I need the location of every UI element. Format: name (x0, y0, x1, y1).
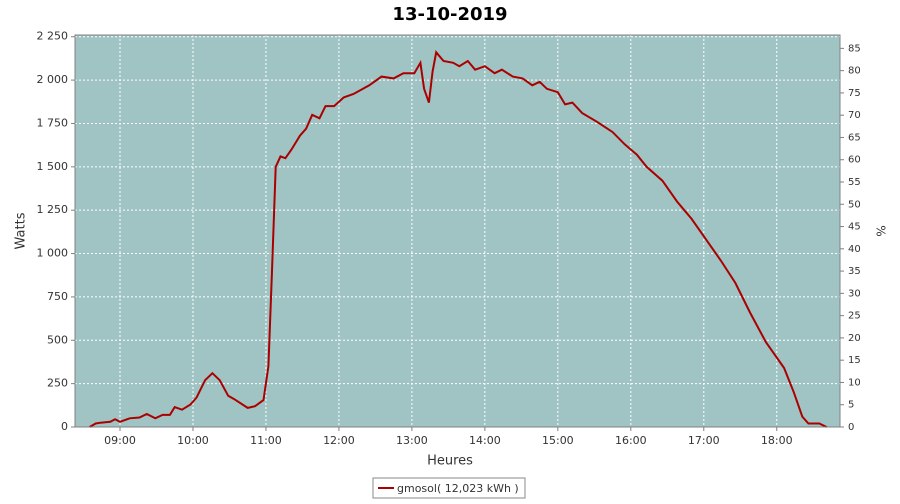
y2-tick-label: 65 (848, 132, 861, 143)
plot-area (74, 34, 841, 428)
y2-tick-label: 45 (848, 222, 861, 233)
y-tick-label: 0 (61, 420, 68, 433)
x-tick-label: 16:00 (615, 434, 647, 447)
y-tick-label: 500 (47, 333, 68, 346)
y2-tick-label: 40 (848, 244, 861, 255)
y-tick-label: 1 750 (37, 116, 69, 129)
x-tick-label: 14:00 (469, 434, 501, 447)
y2-tick-label: 15 (848, 355, 861, 366)
x-tick-label: 15:00 (542, 434, 574, 447)
x-tick-label: 13:00 (396, 434, 428, 447)
y2-tick-label: 10 (848, 377, 861, 388)
y2-tick-label: 20 (848, 333, 861, 344)
x-tick-label: 11:00 (250, 434, 282, 447)
y2-tick-label: 70 (848, 110, 861, 121)
y2-tick-label: 50 (848, 199, 861, 210)
y-tick-label: 1 000 (37, 247, 69, 260)
y2-tick-label: 80 (848, 66, 861, 77)
legend (372, 477, 526, 499)
x-tick-label: 12:00 (323, 434, 355, 447)
y2-tick-label: 25 (848, 311, 861, 322)
x-tick-label: 10:00 (177, 434, 209, 447)
legend-label: gmosol( 12,023 kWh ) (397, 482, 519, 495)
plot-area (74, 34, 841, 428)
x-tick-label: 17:00 (688, 434, 720, 447)
x-tick-label: 09:00 (104, 434, 136, 447)
y2-tick-label: 75 (848, 88, 861, 99)
y2-tick-label: 60 (848, 155, 861, 166)
y2-tick-label: 0 (848, 422, 854, 433)
y-tick-label: 750 (47, 290, 68, 303)
y2-tick-label: 35 (848, 266, 861, 277)
y2-axis-label: % (874, 225, 888, 236)
y-tick-label: 1 500 (37, 160, 69, 173)
y2-tick-label: 30 (848, 288, 861, 299)
x-tick-label: 18:00 (761, 434, 793, 447)
x-axis-label: Heures (427, 454, 473, 469)
y-tick-label: 250 (47, 377, 68, 390)
y2-tick-label: 85 (848, 43, 861, 54)
data-line (89, 50, 828, 428)
y-axis-label: Watts (14, 212, 29, 249)
y2-tick-label: 5 (848, 400, 854, 411)
y-tick-label: 2 000 (37, 73, 69, 86)
y2-tick-label: 55 (848, 177, 861, 188)
y-tick-label: 1 250 (37, 203, 69, 216)
y-tick-label: 2 250 (37, 30, 69, 43)
chart-title: 13-10-2019 (392, 4, 507, 25)
